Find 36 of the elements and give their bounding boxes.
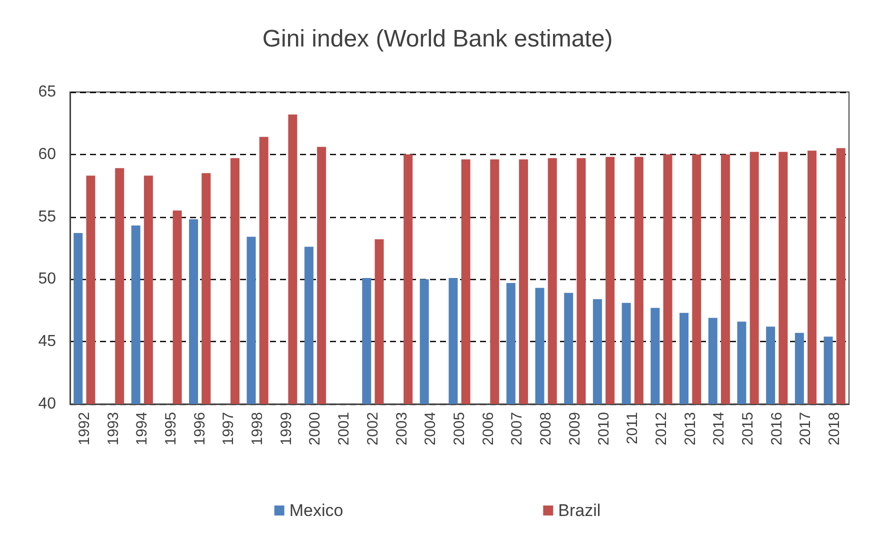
x-tick-label: 2017	[797, 412, 814, 446]
x-tick-label: 2003	[393, 412, 410, 446]
x-tick-label: 2006	[480, 412, 497, 446]
x-tick-label: 2001	[336, 412, 353, 446]
x-tick-label: 2002	[364, 412, 382, 446]
x-tick-label: 1997	[220, 412, 238, 446]
y-tick-label: 40	[38, 396, 56, 412]
x-tick-label: 2012	[652, 412, 670, 446]
x-tick-label: 2009	[566, 412, 584, 446]
legend-label: Mexico	[289, 501, 344, 520]
x-tick-label: 2004	[422, 412, 440, 446]
x-tick-label: 2018	[826, 412, 844, 446]
x-tick-label: 2015	[740, 412, 757, 446]
y-tick-label: 65	[38, 84, 56, 100]
x-tick-label: 1993	[104, 412, 122, 446]
x-tick-label: 2016	[768, 412, 786, 446]
x-tick-label: 2013	[682, 412, 699, 446]
x-tick-label: 2011	[624, 412, 642, 444]
x-tick-label: 1998	[249, 412, 266, 446]
x-tick-label: 2010	[595, 412, 612, 446]
legend-label: Brazil	[558, 501, 601, 520]
x-tick-label: 1994	[134, 412, 151, 446]
x-tick-label: 1992	[76, 412, 93, 446]
y-tick-label: 50	[38, 270, 56, 288]
chart-title: Gini index (World Bank estimate)	[262, 26, 613, 52]
x-tick-label: 2014	[710, 412, 728, 446]
y-tick-label: 45	[38, 333, 56, 350]
y-tick-label: 55	[38, 208, 56, 226]
x-tick-label: 1999	[278, 412, 295, 446]
x-tick-label: 2005	[451, 412, 468, 446]
x-tick-label: 1995	[162, 412, 180, 446]
y-tick-label: 60	[38, 146, 56, 163]
x-tick-label: 1996	[191, 412, 208, 446]
x-tick-label: 2000	[306, 412, 324, 446]
x-tick-label: 2008	[538, 412, 555, 446]
x-tick-label: 2007	[508, 412, 526, 446]
